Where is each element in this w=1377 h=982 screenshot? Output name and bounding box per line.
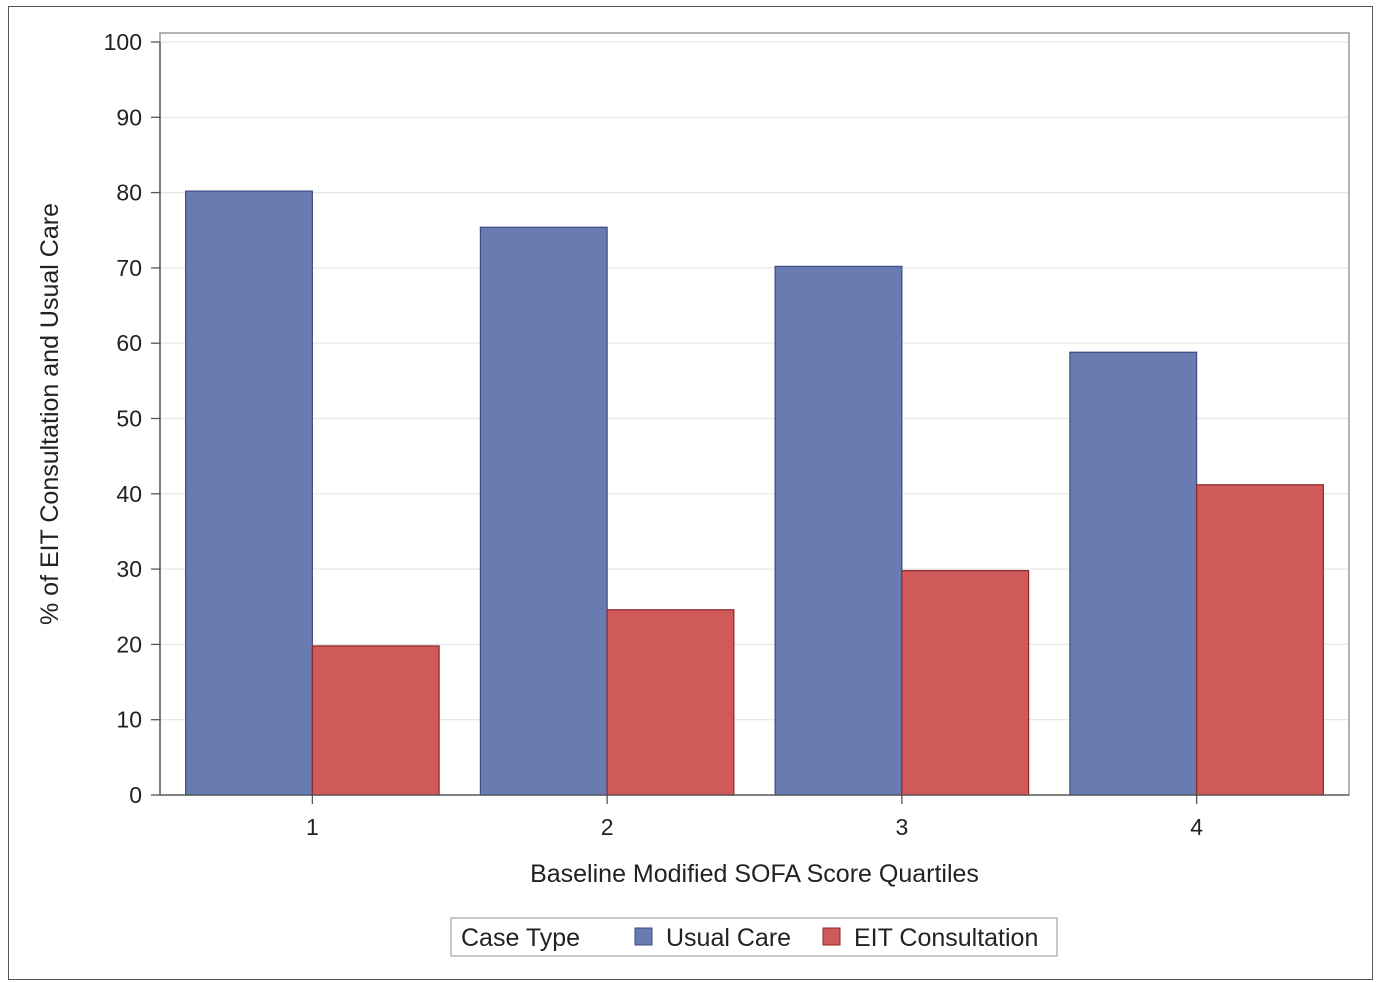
y-tick-label: 0 <box>129 782 142 808</box>
y-tick-label: 70 <box>116 255 142 281</box>
y-tick-label: 30 <box>116 556 142 582</box>
y-tick-label: 10 <box>116 707 142 733</box>
chart-frame <box>8 6 1373 980</box>
bar-eit-consultation-q1 <box>311 645 440 796</box>
bar-eit-consultation-q2 <box>606 609 735 796</box>
x-tick-label: 2 <box>601 814 614 840</box>
y-axis-title: % of EIT Consultation and Usual Care <box>36 203 64 625</box>
x-tick-label: 1 <box>306 814 319 840</box>
bar-eit-consultation-q3 <box>901 570 1030 796</box>
bars <box>185 190 1324 796</box>
x-tick-label: 4 <box>1190 814 1203 840</box>
bar-eit-consultation-q4 <box>1196 484 1324 796</box>
y-tick-label: 20 <box>116 631 142 657</box>
y-tick-label: 100 <box>104 29 142 55</box>
bar-usual-care-q1 <box>185 190 313 796</box>
legend-label-usual-care: Usual Care <box>666 924 791 952</box>
legend: Case Type Usual Care EIT Consultation <box>450 917 1058 957</box>
x-tick-label: 3 <box>895 814 908 840</box>
legend-swatch-usual-care <box>634 927 653 946</box>
bar-usual-care-q4 <box>1069 351 1198 796</box>
legend-swatch-eit-consultation <box>822 927 841 946</box>
legend-box <box>450 917 1058 957</box>
y-tick-label: 90 <box>116 104 142 130</box>
x-axis-title: Baseline Modified SOFA Score Quartiles <box>530 860 979 888</box>
y-tick-label: 50 <box>116 406 142 432</box>
legend-title: Case Type <box>461 924 580 952</box>
bar-usual-care-q3 <box>774 265 903 796</box>
bar-usual-care-q2 <box>479 226 608 796</box>
legend-label-eit-consultation: EIT Consultation <box>854 924 1038 952</box>
y-tick-label: 60 <box>116 330 142 356</box>
y-tick-label: 40 <box>116 481 142 507</box>
y-tick-label: 80 <box>116 180 142 206</box>
axes: 0 10 20 30 40 50 60 70 80 90 100 1 2 3 4 <box>104 29 1349 840</box>
